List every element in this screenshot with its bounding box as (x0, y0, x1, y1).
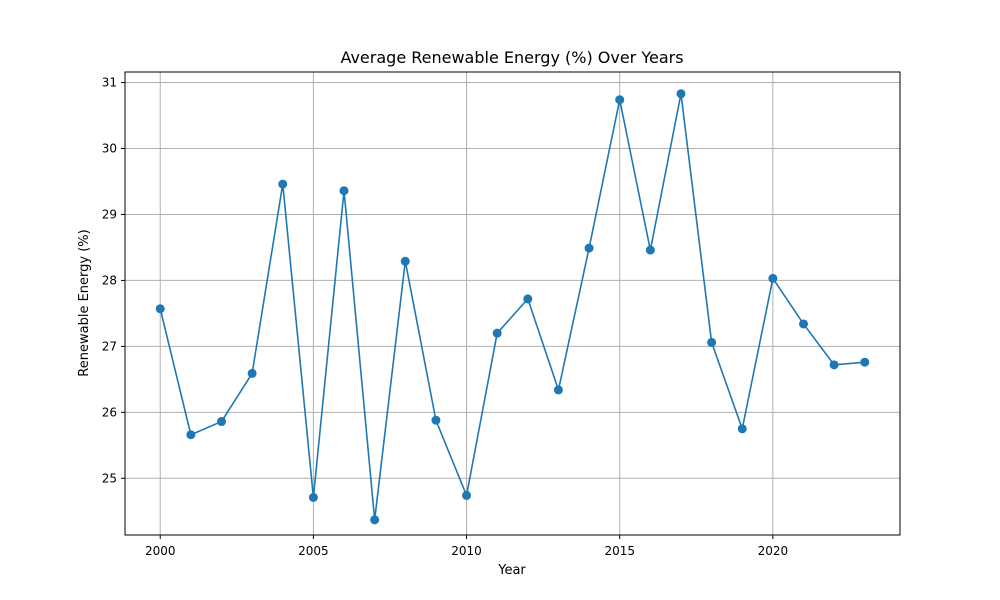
data-point (737, 424, 747, 434)
y-axis-label: Renewable Energy (%) (77, 229, 92, 376)
data-point (339, 186, 349, 196)
data-point (462, 490, 472, 500)
data-point (523, 294, 533, 304)
data-point (584, 243, 594, 253)
tick-layer: 2000 2005 2010 2015 2020 25 26 27 28 29 30 31 (102, 76, 788, 558)
data-point (400, 256, 410, 266)
data-point (247, 368, 257, 378)
y-tick-label: 26 (102, 405, 117, 419)
data-point (615, 95, 625, 105)
y-tick-label: 30 (102, 142, 117, 156)
data-point (768, 273, 778, 283)
data-point (645, 245, 655, 255)
data-point (492, 328, 502, 338)
data-point (799, 319, 809, 329)
x-tick-label: 2000 (145, 544, 176, 558)
x-tick-label: 2015 (604, 544, 635, 558)
y-tick-label: 29 (102, 207, 117, 221)
data-point (370, 515, 380, 525)
data-point (860, 357, 870, 367)
data-point (707, 337, 717, 347)
y-tick-label: 31 (102, 76, 117, 90)
y-tick-label: 28 (102, 273, 117, 287)
x-tick-label: 2010 (451, 544, 482, 558)
data-point (431, 415, 441, 425)
y-tick-label: 25 (102, 471, 117, 485)
data-point (676, 89, 686, 99)
data-point (186, 430, 196, 440)
y-tick-label: 27 (102, 339, 117, 353)
x-tick-label: 2005 (298, 544, 329, 558)
chart-title: Average Renewable Energy (%) Over Years (340, 48, 683, 67)
point-layer (155, 89, 870, 525)
x-axis-label: Year (497, 563, 526, 578)
grid (125, 72, 900, 535)
series-line (159, 92, 865, 521)
data-point (216, 417, 226, 427)
data-point (308, 492, 318, 502)
data-point (278, 179, 288, 189)
data-point (155, 304, 165, 314)
series-layer (159, 92, 865, 521)
x-tick-label: 2020 (758, 544, 789, 558)
data-point (553, 385, 563, 395)
data-point (829, 360, 839, 370)
plot-frame (124, 71, 901, 536)
